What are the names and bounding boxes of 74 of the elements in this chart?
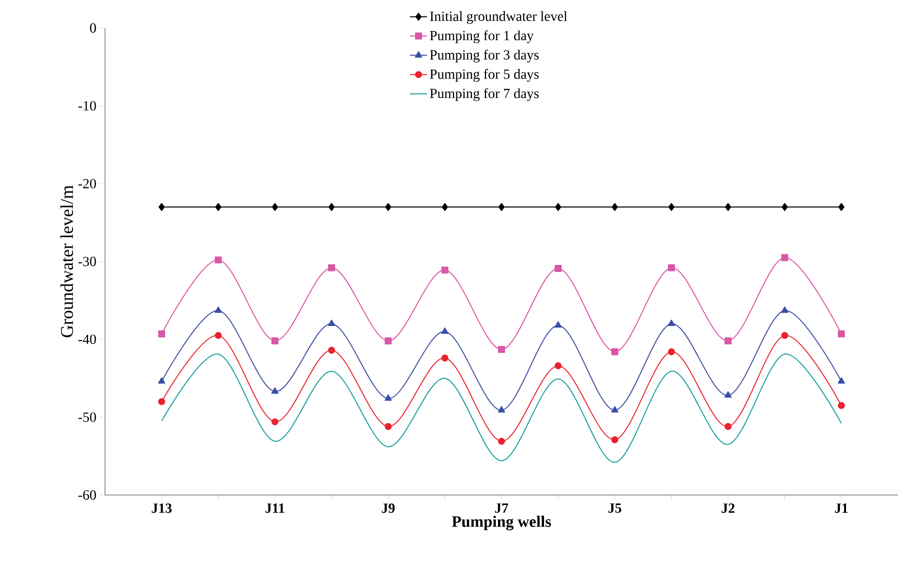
x-tick-label: J5 [608,504,622,513]
point [554,265,562,272]
x-tick-label: J1 [835,504,848,513]
point [668,320,676,326]
point [272,203,278,211]
point [328,320,336,326]
legend-label: Pumping for 5 days [430,68,539,82]
point [498,406,506,412]
y-tick-label: -20 [78,178,96,188]
point [384,394,392,401]
point [724,423,732,430]
x-axis-title: Pumping wells [452,516,551,530]
point [158,377,166,384]
point [611,436,618,444]
point [724,203,732,211]
point [555,203,562,211]
point [384,423,392,430]
point [271,418,278,426]
point [838,377,845,384]
y-axis-title: Groundwater level/m [60,185,74,338]
y-tick-label: -30 [78,256,96,266]
point [328,203,335,211]
point [214,306,222,313]
point [554,362,562,370]
line-series [161,354,842,463]
y-tick-label: 0 [90,23,96,33]
x-tick-label: J13 [152,504,172,513]
legend-label: Pumping for 1 day [430,30,534,44]
point [782,203,788,211]
point [158,398,166,406]
legend-label: Pumping for 3 days [430,50,539,62]
y-tick-label: -10 [78,101,96,111]
x-tick-label: J9 [382,504,395,513]
x-tick-label: J11 [265,504,284,513]
point [158,203,165,211]
point [781,332,788,339]
point [271,387,279,394]
point [554,321,562,328]
point [724,391,732,398]
point [498,438,505,445]
point [838,203,844,211]
point [612,203,618,211]
point [215,203,222,211]
point [781,306,788,313]
point [384,337,392,344]
point [158,330,166,338]
point [668,264,675,272]
point [838,330,845,338]
point [441,354,448,362]
point [668,348,675,356]
legend-label: Initial groundwater level [430,11,568,24]
point [781,254,788,262]
point [441,266,448,274]
legend-label: Pumping for 7 days [430,88,539,102]
x-tick-label: J2 [722,504,734,513]
point [271,337,278,344]
point [441,327,448,334]
point [385,203,392,211]
point [328,264,336,272]
point [214,332,222,339]
point [214,256,222,264]
point [611,406,618,412]
y-tick-label: -40 [78,334,96,344]
point [328,346,336,354]
y-tick-label: -50 [78,412,96,422]
point [611,348,618,356]
point [724,337,732,344]
point [838,402,845,409]
y-tick-label: -60 [78,490,96,500]
point [668,203,675,211]
x-tick-label: J7 [495,504,508,513]
point [498,346,505,353]
point [498,203,505,211]
point [442,203,448,211]
